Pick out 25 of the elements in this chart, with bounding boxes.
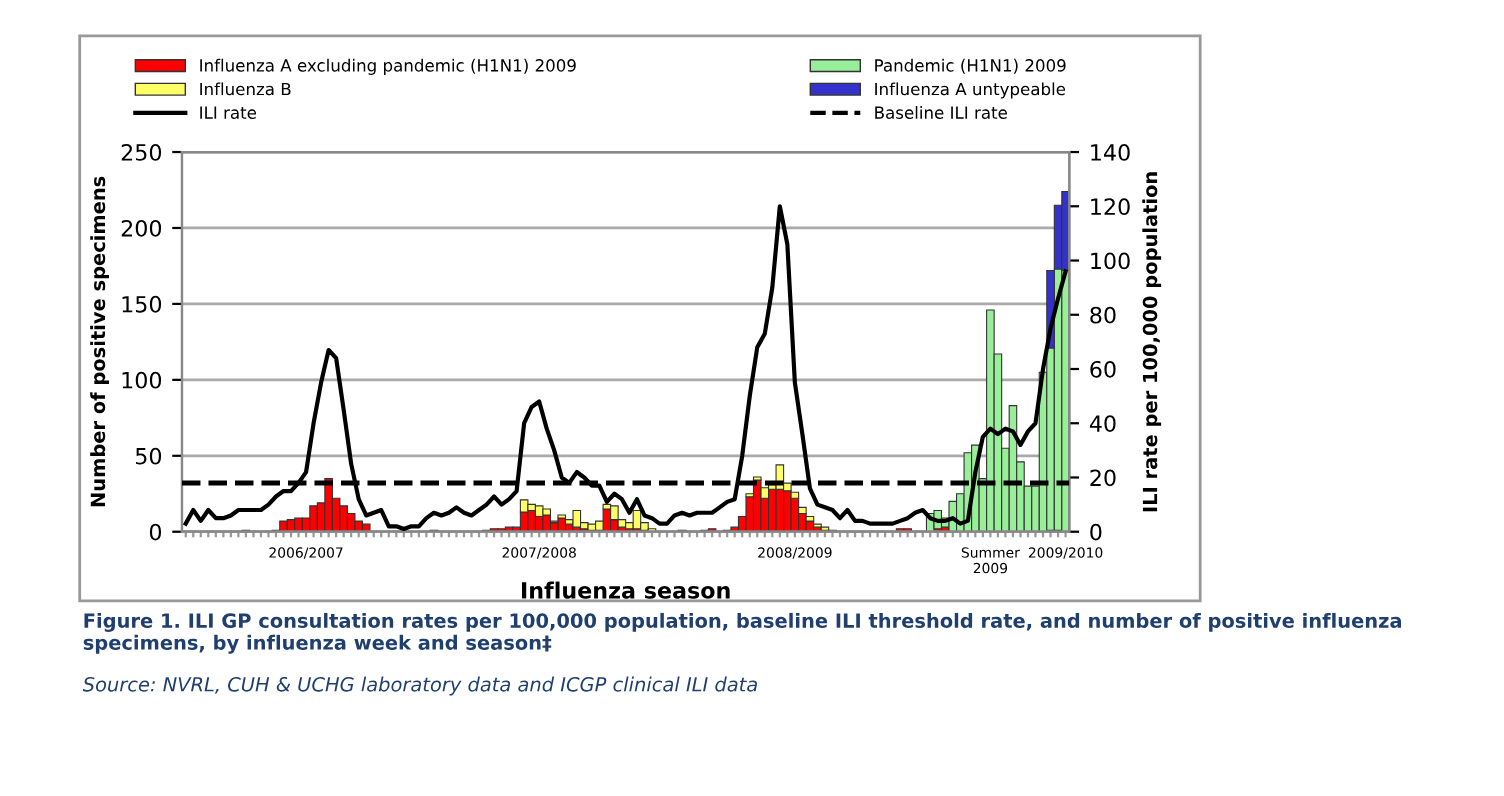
y-tick-label: 200 — [121, 219, 162, 237]
x-axis-title: Influenza season — [522, 581, 730, 599]
y2-tick-label: 40 — [1089, 415, 1116, 432]
y2-tick-label: 20 — [1090, 469, 1116, 487]
y2-tick-label: 60 — [1090, 360, 1116, 378]
legend-label: Pandemic (H1N1) 2009 — [875, 58, 1066, 74]
legend-label: Baseline ILI rate — [875, 106, 1007, 119]
y-axis-title: Number of positive specimens — [90, 176, 110, 507]
y2-axis-title: ILI rate per 100,000 population — [1142, 172, 1162, 512]
y2-tick-label: 0 — [1090, 523, 1102, 541]
legend-label: Influenza A excluding pandemic (H1N1) 2009 — [200, 58, 576, 75]
y-tick-label: 0 — [149, 523, 162, 541]
legend-label: Influenza B — [200, 82, 291, 96]
y2-tick-label: 120 — [1091, 198, 1130, 216]
text: Figure 1. ILI GP consultation rates per 100,000 population, baseline ILI threshold rate, and number of positive influenza specimens, by influenza week and season‡ — [83, 612, 1402, 654]
y2-tick-label: 80 — [1090, 306, 1116, 324]
y2-tick-label: 140 — [1091, 143, 1130, 161]
y-tick-label: 50 — [135, 447, 162, 465]
y2-tick-label: 100 — [1091, 252, 1130, 270]
y-tick-label: 100 — [122, 371, 162, 389]
source-note: Source: NVRL, CUH & UCHG laboratory data and ICGP clinical ILI data — [82, 676, 757, 696]
y-tick-label: 150 — [122, 295, 162, 313]
legend-label: Influenza A untypeable — [875, 82, 1066, 99]
y-tick-label: 250 — [121, 143, 162, 161]
legend-label: ILI rate — [200, 106, 257, 119]
